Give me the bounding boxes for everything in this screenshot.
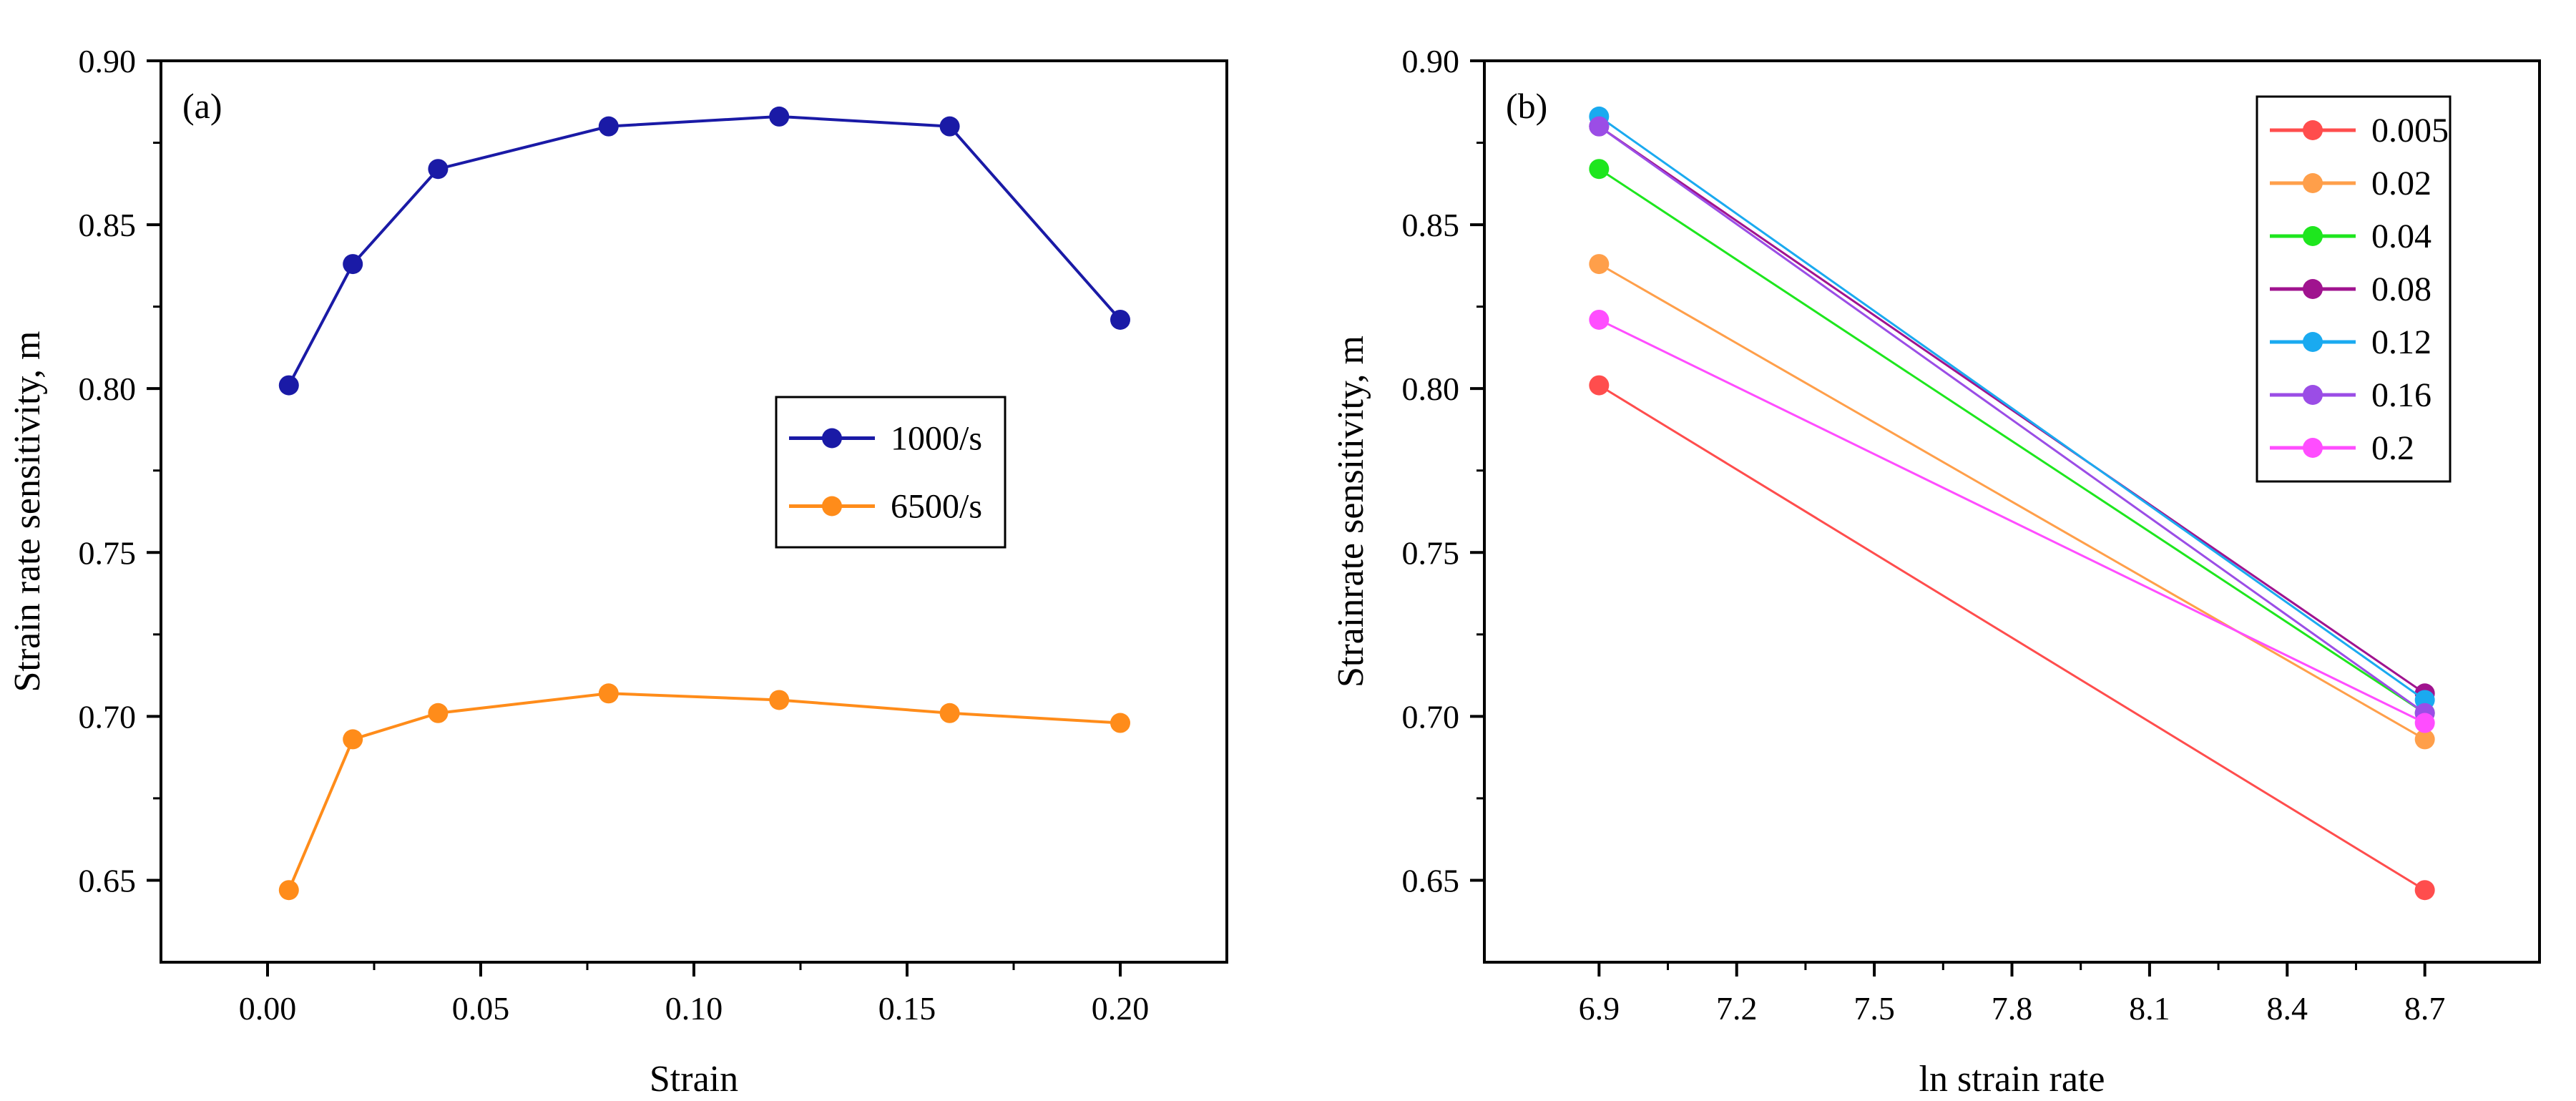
plot-frame — [160, 59, 1228, 964]
x-tick-label: 8.4 — [2267, 990, 2308, 1027]
x-tick-label: 0.15 — [878, 990, 936, 1027]
data-point — [598, 116, 619, 137]
data-point — [343, 729, 363, 750]
series-line-5 — [1598, 125, 2426, 715]
x-axis-title: Strain — [650, 1059, 738, 1100]
legend-swatch-marker — [2303, 173, 2323, 193]
data-point — [1589, 375, 1610, 396]
legend-swatch-marker — [2303, 385, 2323, 405]
legend-swatch-marker — [822, 428, 842, 449]
data-point — [343, 254, 363, 275]
y-tick-label: 0.85 — [79, 207, 137, 243]
y-tick-label: 0.75 — [79, 534, 137, 571]
x-tick-label: 0.00 — [239, 990, 297, 1027]
y-tick-label: 0.65 — [1402, 862, 1460, 899]
y-tick-label: 0.80 — [79, 371, 137, 407]
series-line-0 — [288, 114, 1122, 386]
x-tick-label: 7.5 — [1853, 990, 1895, 1027]
y-tick-label: 0.70 — [1402, 698, 1460, 735]
legend-label: 1000/s — [891, 420, 982, 458]
panel-label: (b) — [1506, 86, 1547, 126]
y-tick-label: 0.85 — [1402, 207, 1460, 243]
legend-label: 0.005 — [2371, 112, 2449, 150]
legend-label: 0.04 — [2371, 217, 2431, 255]
panel-b-chart: 6.9 7.2 7.5 7.8 8.1 8.4 8.7 0.65 0.70 0.75 0.80 0.8… — [1331, 43, 2541, 1100]
y-tick-label: 0.70 — [79, 698, 137, 735]
data-point — [598, 683, 619, 704]
series-line-1 — [1598, 263, 2426, 740]
legend-label: 0.16 — [2371, 376, 2431, 414]
legend-swatch-marker — [2303, 438, 2323, 458]
y-tick-label: 0.65 — [79, 862, 137, 899]
series-line-6 — [1598, 318, 2426, 724]
series-line-4 — [1598, 115, 2426, 701]
y-tick-label: 0.90 — [1402, 43, 1460, 79]
y-tick-label: 0.80 — [1402, 371, 1460, 407]
data-point — [1110, 309, 1130, 330]
legend-swatch-marker — [822, 496, 842, 517]
x-tick-label: 8.7 — [2404, 990, 2446, 1027]
x-tick-label: 7.8 — [1992, 990, 2033, 1027]
panel-a-chart: 0.00 0.05 0.10 0.15 0.20 0.65 0.70 0.75 0.80 0.85… — [7, 43, 1228, 1100]
x-tick-label: 8.1 — [2129, 990, 2170, 1027]
y-axis-title: Strain rate sensitivity, m — [7, 331, 48, 693]
data-point — [2414, 880, 2435, 901]
data-point — [939, 703, 960, 723]
panel-label: (a) — [182, 86, 222, 126]
legend-label: 6500/s — [891, 488, 982, 526]
data-point — [428, 159, 449, 180]
x-tick-label: 0.10 — [665, 990, 723, 1027]
y-tick-label: 0.90 — [79, 43, 137, 79]
x-tick-label: 0.05 — [452, 990, 510, 1027]
data-point — [2414, 729, 2435, 750]
x-axis-title: ln strain rate — [1919, 1059, 2105, 1100]
legend-swatch-marker — [2303, 332, 2323, 352]
x-tick-label: 7.2 — [1716, 990, 1758, 1027]
legend-label: 0.12 — [2371, 323, 2431, 361]
legend-swatch-marker — [2303, 279, 2323, 299]
x-tick-label: 6.9 — [1579, 990, 1620, 1027]
data-point — [939, 116, 960, 137]
legend-label: 0.2 — [2371, 429, 2414, 467]
y-axis-title: Strainrate sensitivity, m — [1331, 336, 1371, 687]
data-point — [1589, 254, 1610, 275]
legend-label: 0.08 — [2371, 270, 2431, 308]
data-point — [1589, 309, 1610, 330]
data-point — [2414, 713, 2435, 733]
data-point — [1110, 713, 1130, 733]
legend-box — [775, 396, 1007, 549]
legend-swatch-marker — [2303, 226, 2323, 246]
data-point — [428, 703, 449, 723]
data-point — [278, 375, 299, 396]
data-point — [1589, 116, 1610, 137]
data-point — [278, 880, 299, 901]
series-line-3 — [1598, 125, 2426, 695]
data-point — [1589, 159, 1610, 180]
series-line-2 — [1598, 167, 2426, 715]
legend-swatch-marker — [2303, 120, 2323, 140]
series-line-0 — [1598, 384, 2426, 891]
data-point — [769, 106, 790, 127]
series-line-1 — [287, 692, 1121, 891]
legend-label: 0.02 — [2371, 165, 2431, 202]
y-tick-label: 0.75 — [1402, 534, 1460, 571]
data-point — [769, 690, 790, 710]
x-tick-label: 0.20 — [1092, 990, 1150, 1027]
